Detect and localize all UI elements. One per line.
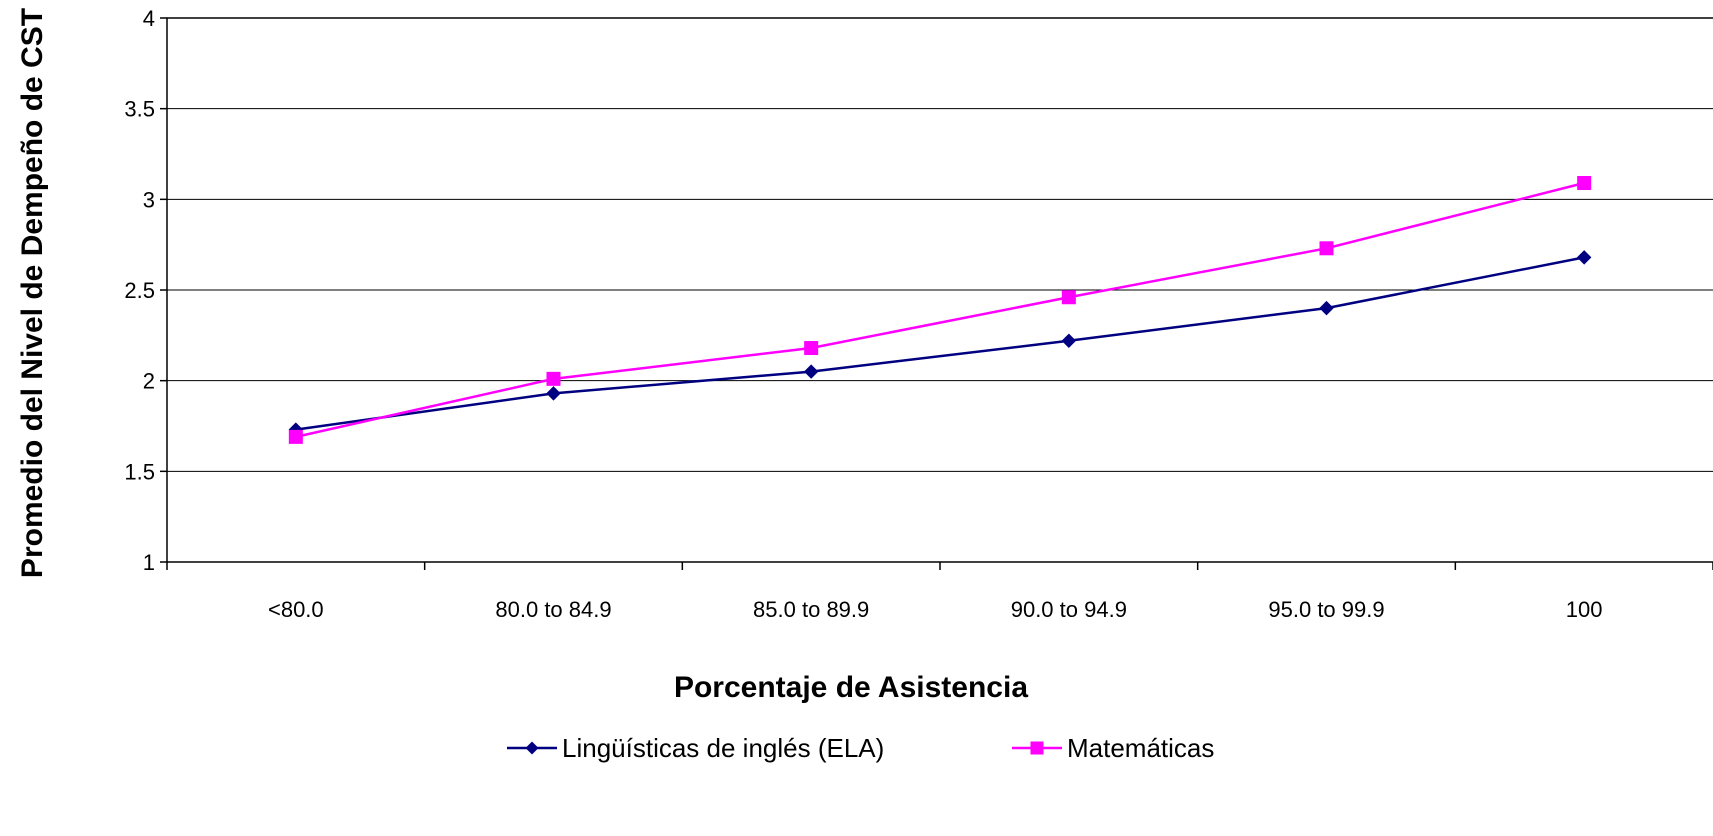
x-tick-label: 80.0 to 84.9 [495, 597, 611, 622]
data-point [288, 429, 303, 444]
x-axis-ticks: <80.0 80.0 to 84.9 85.0 to 89.9 90.0 to 94.… [166, 562, 1713, 622]
data-point [1577, 176, 1592, 191]
y-tick-label: 1.5 [124, 459, 155, 484]
series-1 [288, 250, 1592, 437]
x-tick-label: 95.0 to 99.9 [1268, 597, 1384, 622]
series-line [295, 256, 1585, 431]
x-tick-label: 85.0 to 89.9 [753, 597, 869, 622]
legend-label: Lingüísticas de inglés (ELA) [562, 733, 884, 763]
y-tick-label: 3.5 [124, 97, 155, 122]
legend-item-2: Matemáticas [1012, 733, 1214, 763]
series-line [295, 181, 1585, 439]
data-point [1576, 250, 1592, 265]
y-tick-label: 3 [143, 187, 155, 212]
y-axis-ticks: 1 1.5 2 2.5 3 3.5 4 [124, 6, 167, 575]
data-point [1061, 333, 1077, 348]
data-point [803, 364, 819, 379]
x-tick-label: <80.0 [268, 597, 324, 622]
y-tick-label: 2.5 [124, 278, 155, 303]
x-axis-title: Porcentaje de Asistencia [674, 671, 1028, 704]
legend-item-1: Lingüísticas de inglés (ELA) [507, 733, 884, 763]
x-tick-label: 100 [1566, 597, 1603, 622]
y-tick-label: 2 [143, 369, 155, 394]
data-point [546, 386, 561, 401]
legend-label: Matemáticas [1067, 733, 1214, 763]
y-tick-label: 4 [143, 6, 155, 31]
series-2 [288, 176, 1592, 444]
series-lines [288, 176, 1592, 444]
legend: Lingüísticas de inglés (ELA) Matemáticas [507, 733, 1214, 763]
data-point [546, 371, 561, 386]
data-point [804, 341, 819, 356]
legend-marker [525, 741, 539, 755]
data-point [1061, 290, 1076, 305]
legend-marker [1030, 741, 1044, 755]
gridlines [167, 108, 1713, 472]
y-axis-title: Promedio del Nivel de Dempeño de CST [16, 8, 49, 578]
y-tick-label: 1 [143, 550, 155, 575]
data-point [1319, 241, 1334, 256]
x-tick-label: 90.0 to 94.9 [1011, 597, 1127, 622]
data-point [1319, 300, 1334, 316]
